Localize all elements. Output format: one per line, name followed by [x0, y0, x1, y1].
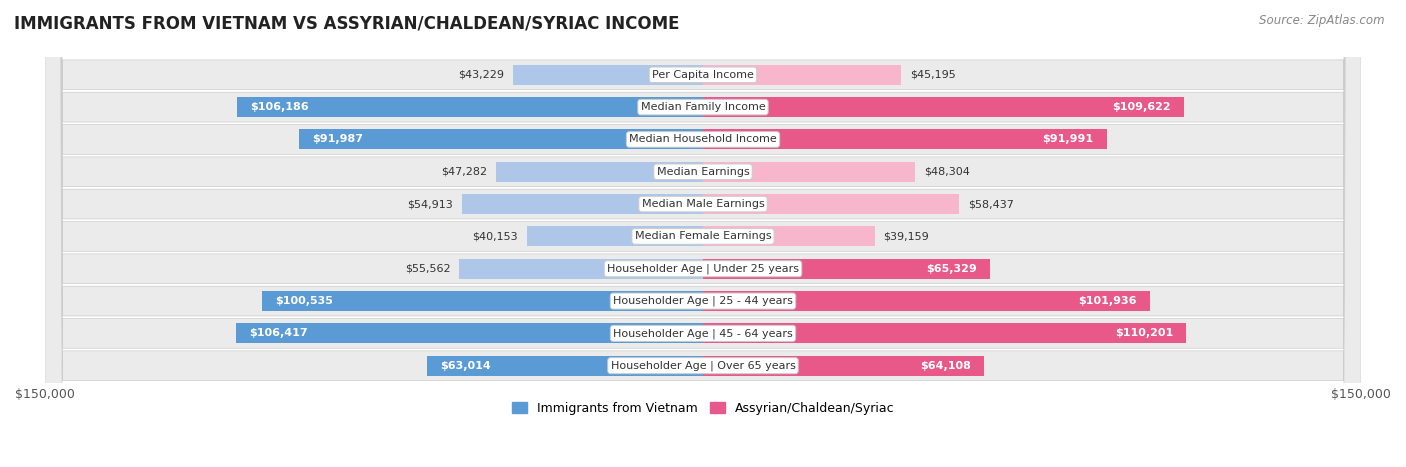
Text: Median Earnings: Median Earnings: [657, 167, 749, 177]
FancyBboxPatch shape: [45, 0, 1361, 467]
Bar: [703, 259, 990, 279]
FancyBboxPatch shape: [45, 0, 1361, 467]
Text: Median Family Income: Median Family Income: [641, 102, 765, 112]
Bar: [703, 65, 901, 85]
Bar: [703, 356, 984, 376]
Text: $47,282: $47,282: [440, 167, 486, 177]
Text: $58,437: $58,437: [969, 199, 1014, 209]
Text: $40,153: $40,153: [472, 232, 517, 241]
Bar: [460, 259, 703, 279]
Bar: [527, 226, 703, 247]
Bar: [703, 323, 1187, 343]
Text: $55,562: $55,562: [405, 264, 450, 274]
FancyBboxPatch shape: [45, 0, 1361, 467]
Bar: [513, 65, 703, 85]
Bar: [703, 162, 915, 182]
Legend: Immigrants from Vietnam, Assyrian/Chaldean/Syriac: Immigrants from Vietnam, Assyrian/Chalde…: [506, 396, 900, 420]
FancyBboxPatch shape: [45, 0, 1361, 467]
Text: IMMIGRANTS FROM VIETNAM VS ASSYRIAN/CHALDEAN/SYRIAC INCOME: IMMIGRANTS FROM VIETNAM VS ASSYRIAN/CHAL…: [14, 14, 679, 32]
Text: $45,195: $45,195: [910, 70, 956, 80]
Bar: [262, 291, 703, 311]
Bar: [238, 97, 703, 117]
Bar: [299, 129, 703, 149]
Bar: [703, 291, 1150, 311]
Bar: [236, 323, 703, 343]
Text: $109,622: $109,622: [1112, 102, 1171, 112]
FancyBboxPatch shape: [45, 0, 1361, 467]
Text: $101,936: $101,936: [1078, 296, 1137, 306]
Text: $100,535: $100,535: [276, 296, 333, 306]
Text: $48,304: $48,304: [924, 167, 970, 177]
FancyBboxPatch shape: [45, 0, 1361, 467]
Text: Per Capita Income: Per Capita Income: [652, 70, 754, 80]
Text: $39,159: $39,159: [883, 232, 929, 241]
FancyBboxPatch shape: [45, 0, 1361, 467]
Text: $91,987: $91,987: [312, 134, 364, 144]
Text: $64,108: $64,108: [920, 361, 972, 371]
Text: Median Household Income: Median Household Income: [628, 134, 778, 144]
FancyBboxPatch shape: [45, 0, 1361, 467]
Bar: [703, 194, 959, 214]
Bar: [426, 356, 703, 376]
Text: $65,329: $65,329: [925, 264, 976, 274]
Text: $110,201: $110,201: [1115, 328, 1173, 339]
Text: Householder Age | Under 25 years: Householder Age | Under 25 years: [607, 263, 799, 274]
Text: Householder Age | 25 - 44 years: Householder Age | 25 - 44 years: [613, 296, 793, 306]
Text: Median Female Earnings: Median Female Earnings: [634, 232, 772, 241]
Text: $54,913: $54,913: [408, 199, 453, 209]
Text: Median Male Earnings: Median Male Earnings: [641, 199, 765, 209]
Text: $106,186: $106,186: [250, 102, 309, 112]
FancyBboxPatch shape: [45, 0, 1361, 467]
Text: Householder Age | Over 65 years: Householder Age | Over 65 years: [610, 361, 796, 371]
Bar: [463, 194, 703, 214]
Bar: [495, 162, 703, 182]
Text: $106,417: $106,417: [249, 328, 308, 339]
Text: Source: ZipAtlas.com: Source: ZipAtlas.com: [1260, 14, 1385, 27]
Text: $91,991: $91,991: [1042, 134, 1094, 144]
Text: $63,014: $63,014: [440, 361, 491, 371]
Text: Householder Age | 45 - 64 years: Householder Age | 45 - 64 years: [613, 328, 793, 339]
Bar: [703, 97, 1184, 117]
Text: $43,229: $43,229: [458, 70, 505, 80]
FancyBboxPatch shape: [45, 0, 1361, 467]
Bar: [703, 129, 1107, 149]
Bar: [703, 226, 875, 247]
